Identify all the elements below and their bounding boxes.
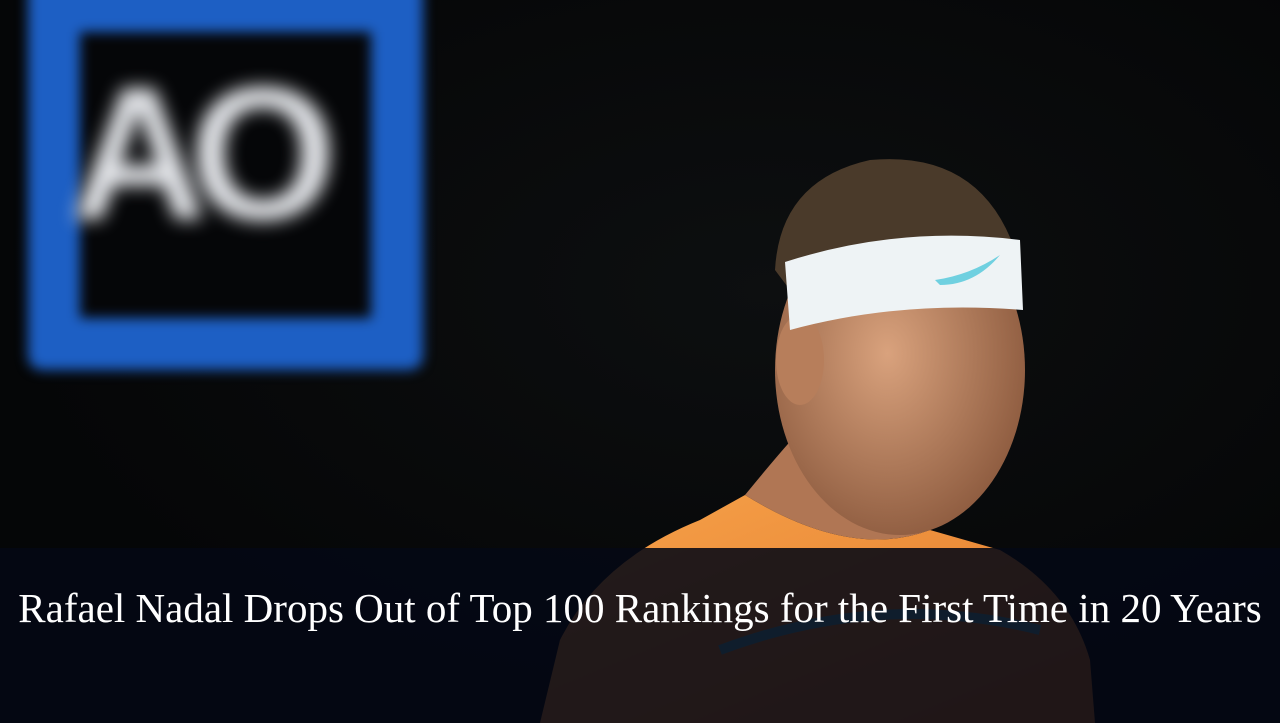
headline: Rafael Nadal Drops Out of Top 100 Rankin… xyxy=(18,585,1262,631)
caption-band xyxy=(0,548,1280,723)
headband xyxy=(785,235,1023,330)
ao-logo-text: AO xyxy=(70,48,337,260)
ao-logo xyxy=(28,0,423,370)
swoosh-icon xyxy=(935,255,1000,285)
ear xyxy=(776,315,824,405)
